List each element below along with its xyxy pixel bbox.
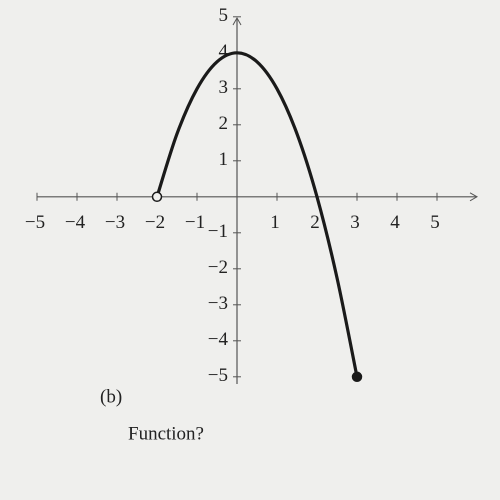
- y-tick-label: 5: [219, 5, 229, 26]
- curve: [155, 51, 359, 378]
- x-tick-label: 3: [350, 212, 360, 233]
- x-tick-label: 5: [430, 212, 440, 233]
- y-tick-label: 4: [219, 41, 229, 62]
- y-tick-label: 2: [219, 113, 229, 134]
- end-point: [351, 371, 363, 383]
- y-tick-label: −4: [208, 329, 229, 350]
- annotation: Function?: [128, 423, 204, 444]
- x-tick-label: −4: [65, 212, 86, 233]
- y-tick-label: −5: [208, 365, 228, 386]
- start-point: [151, 191, 163, 203]
- y-tick-label: −2: [208, 257, 228, 278]
- x-tick-label: 1: [270, 212, 280, 233]
- y-tick-label: 1: [219, 149, 229, 170]
- y-axis-arrow: [232, 16, 242, 26]
- x-axis-arrow: [469, 192, 479, 202]
- x-tick-label: −2: [145, 212, 165, 233]
- annotation: (b): [100, 386, 122, 407]
- x-tick-label: −3: [105, 212, 125, 233]
- x-tick-label: 4: [390, 212, 400, 233]
- y-tick-label: −3: [208, 293, 228, 314]
- y-tick-label: −1: [208, 221, 228, 242]
- x-tick-label: −5: [25, 212, 45, 233]
- y-tick-label: 3: [219, 77, 229, 98]
- x-tick-label: −1: [185, 212, 205, 233]
- x-tick-label: 2: [310, 212, 320, 233]
